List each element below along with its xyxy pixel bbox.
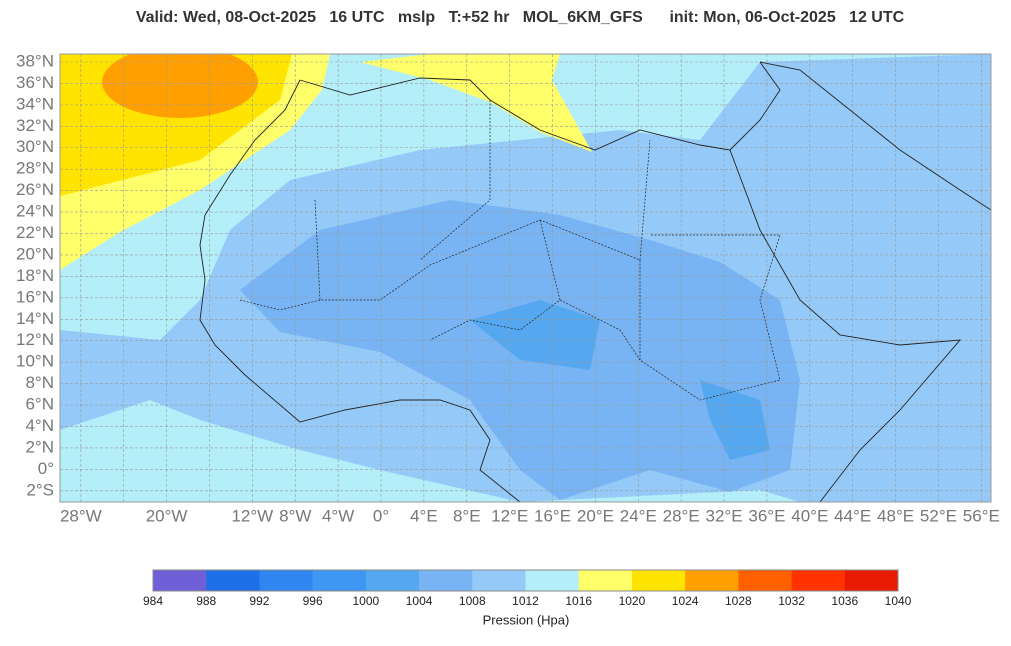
lon-label: 16°E bbox=[534, 506, 571, 525]
isobar-area bbox=[360, 54, 592, 152]
map-frame bbox=[59, 53, 992, 503]
title: Valid: Wed, 08-Oct-2025 16 UTC mslp T:+5… bbox=[136, 9, 905, 26]
lat-label: 24°N bbox=[16, 202, 54, 221]
colorbar-segment bbox=[791, 570, 846, 591]
isobar-area bbox=[470, 300, 770, 460]
lat-label: 30°N bbox=[16, 137, 54, 156]
colorbar-tick-label: 1032 bbox=[778, 594, 805, 608]
colorbar-segment bbox=[206, 570, 260, 591]
lat-label: 10°N bbox=[16, 352, 54, 371]
lat-label: 14°N bbox=[16, 309, 54, 328]
colorbar-tick-label: 992 bbox=[249, 594, 269, 608]
lat-label: 0° bbox=[38, 459, 54, 478]
colorbar-segment bbox=[312, 570, 367, 591]
lat-label: 2°N bbox=[25, 437, 54, 456]
lon-label: 48°E bbox=[877, 506, 914, 525]
lon-label: 4°E bbox=[410, 506, 438, 525]
colorbar-tick-label: 1036 bbox=[831, 594, 858, 608]
lon-label: 52°E bbox=[920, 506, 957, 525]
lon-label: 28°E bbox=[663, 506, 700, 525]
lat-label: 12°N bbox=[16, 330, 54, 349]
lat-label: 18°N bbox=[16, 266, 54, 285]
colorbar-segment bbox=[631, 570, 686, 591]
lat-label: 32°N bbox=[16, 116, 54, 135]
colorbar-segment bbox=[578, 570, 633, 591]
lon-label: 36°E bbox=[748, 506, 785, 525]
lat-label: 2°S bbox=[26, 480, 54, 499]
colorbar-tick-label: 996 bbox=[303, 594, 323, 608]
lon-label: 4°W bbox=[322, 506, 354, 525]
colorbar-segment bbox=[472, 570, 526, 591]
pressure-field bbox=[60, 54, 991, 502]
lat-label: 36°N bbox=[16, 73, 54, 92]
colorbar-tick-label: 1024 bbox=[672, 594, 699, 608]
colorbar-segment bbox=[525, 570, 580, 591]
colorbar-tick-label: 984 bbox=[143, 594, 163, 608]
lat-label: 34°N bbox=[16, 94, 54, 113]
lat-label: 38°N bbox=[16, 51, 54, 70]
lon-label: 56°E bbox=[963, 506, 1000, 525]
colorbar-tick-label: 1012 bbox=[512, 594, 539, 608]
country-border bbox=[239, 100, 781, 401]
colorbar-segment bbox=[259, 570, 313, 591]
lat-label: 26°N bbox=[16, 180, 54, 199]
colorbar-tick-label: 1016 bbox=[565, 594, 592, 608]
lon-label: 20°W bbox=[146, 506, 188, 525]
lon-label: 28°W bbox=[60, 506, 102, 525]
colorbar-frame bbox=[152, 569, 899, 592]
lat-label: 22°N bbox=[16, 223, 54, 242]
lon-label: 12°W bbox=[231, 506, 273, 525]
lat-label: 16°N bbox=[16, 287, 54, 306]
lon-label: 8°W bbox=[279, 506, 311, 525]
coastline bbox=[199, 61, 991, 502]
colorbar-segment bbox=[844, 570, 899, 591]
colorbar-tick-label: 1000 bbox=[353, 594, 380, 608]
lat-label: 28°N bbox=[16, 159, 54, 178]
colorbar-segment bbox=[738, 570, 792, 591]
lon-label: 24°E bbox=[620, 506, 657, 525]
colorbar-tick-label: 1004 bbox=[406, 594, 433, 608]
colorbar-tick-label: 1028 bbox=[725, 594, 752, 608]
lat-label: 8°N bbox=[25, 373, 54, 392]
colorbar-tick-label: 1040 bbox=[885, 594, 912, 608]
lon-label: 12°E bbox=[491, 506, 528, 525]
lon-label: 44°E bbox=[834, 506, 871, 525]
lat-label: 20°N bbox=[16, 244, 54, 263]
colorbar-tick-label: 1020 bbox=[619, 594, 646, 608]
lon-label: 0° bbox=[373, 506, 389, 525]
colorbar-tick-label: 988 bbox=[196, 594, 216, 608]
colorbar-segment bbox=[365, 570, 420, 591]
colorbar-label: Pression (Hpa) bbox=[483, 612, 570, 627]
lon-label: 40°E bbox=[791, 506, 828, 525]
lon-label: 8°E bbox=[453, 506, 481, 525]
colorbar-segment bbox=[153, 570, 207, 591]
colorbar-segment bbox=[685, 570, 739, 591]
colorbar-segment bbox=[419, 570, 473, 591]
lon-label: 32°E bbox=[706, 506, 743, 525]
colorbar-tick-label: 1008 bbox=[459, 594, 486, 608]
isobar-area bbox=[102, 54, 258, 118]
lat-label: 4°N bbox=[25, 416, 54, 435]
lat-label: 6°N bbox=[25, 395, 54, 414]
lon-label: 20°E bbox=[577, 506, 614, 525]
